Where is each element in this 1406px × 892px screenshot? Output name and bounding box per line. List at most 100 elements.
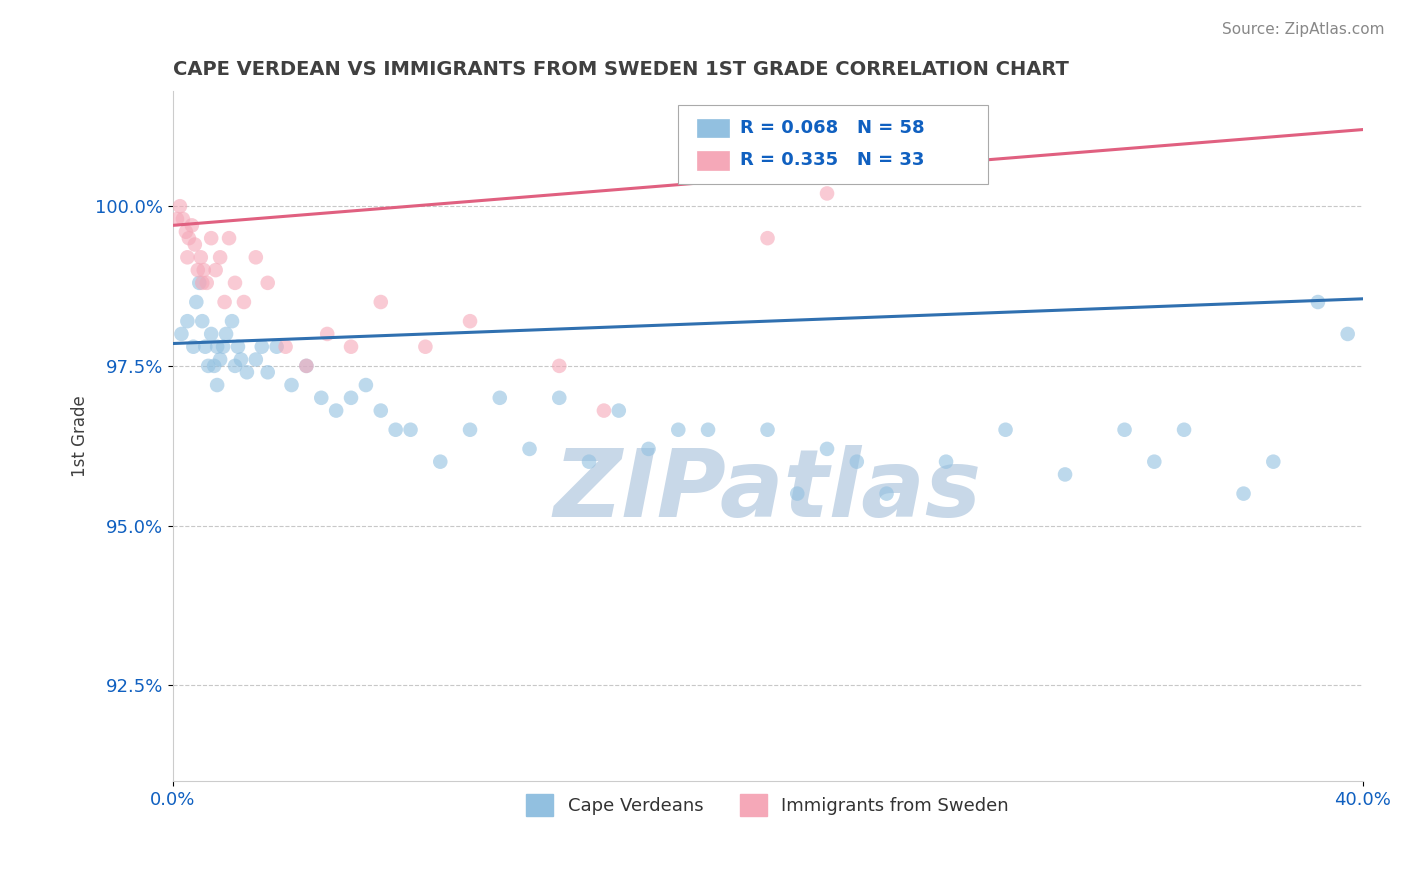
Point (370, 403, 392, 417)
Point (935, 455, 957, 469)
Point (245, 352, 267, 367)
Point (184, 237, 207, 252)
Point (340, 391, 363, 405)
Point (458, 423, 481, 437)
Point (214, 295, 236, 310)
Point (370, 295, 392, 310)
Point (188, 276, 211, 290)
Point (1263, 455, 1285, 469)
Point (170, 326, 193, 341)
Point (200, 231, 222, 245)
FancyBboxPatch shape (697, 151, 730, 169)
Point (994, 423, 1017, 437)
Point (756, 423, 779, 437)
Point (786, 486, 808, 500)
Point (697, 423, 720, 437)
Point (488, 391, 510, 405)
Point (593, 403, 616, 417)
Point (200, 326, 222, 341)
Point (1054, 467, 1077, 482)
Point (191, 276, 214, 290)
Point (1337, 326, 1360, 341)
Point (876, 486, 898, 500)
Point (1143, 455, 1166, 469)
Y-axis label: 1st Grade: 1st Grade (72, 395, 89, 477)
Point (458, 314, 481, 328)
Point (176, 314, 198, 328)
Text: CAPE VERDEAN VS IMMIGRANTS FROM SWEDEN 1ST GRADE CORRELATION CHART: CAPE VERDEAN VS IMMIGRANTS FROM SWEDEN 1… (173, 60, 1069, 78)
Point (637, 442, 659, 456)
Point (197, 359, 219, 373)
Point (354, 378, 377, 392)
Point (169, 199, 191, 213)
Point (295, 359, 318, 373)
Point (256, 365, 278, 379)
Point (280, 378, 302, 392)
Point (256, 276, 278, 290)
Point (607, 403, 630, 417)
Point (548, 359, 571, 373)
Point (190, 250, 212, 264)
FancyBboxPatch shape (697, 119, 730, 137)
Point (325, 403, 347, 417)
Text: R = 0.068   N = 58: R = 0.068 N = 58 (740, 119, 925, 136)
Point (756, 231, 779, 245)
Text: R = 0.335   N = 33: R = 0.335 N = 33 (740, 152, 925, 169)
Text: Source: ZipAtlas.com: Source: ZipAtlas.com (1222, 22, 1385, 37)
Point (815, 442, 838, 456)
Point (250, 340, 273, 354)
Point (429, 455, 451, 469)
Point (311, 391, 333, 405)
Point (224, 276, 246, 290)
Point (209, 250, 232, 264)
Point (666, 423, 689, 437)
Point (177, 231, 200, 245)
Point (266, 340, 288, 354)
Point (578, 455, 600, 469)
Point (226, 340, 249, 354)
Point (399, 423, 422, 437)
Point (194, 340, 217, 354)
Point (384, 423, 406, 437)
Point (166, 212, 188, 227)
Point (205, 378, 228, 392)
Point (174, 225, 197, 239)
Point (205, 340, 228, 354)
Point (195, 276, 218, 290)
Point (176, 250, 198, 264)
Point (1306, 295, 1329, 310)
Point (193, 263, 215, 277)
Point (232, 295, 254, 310)
Legend: Cape Verdeans, Immigrants from Sweden: Cape Verdeans, Immigrants from Sweden (519, 788, 1017, 823)
Point (815, 186, 838, 201)
Point (1173, 423, 1195, 437)
Point (172, 212, 194, 227)
Point (221, 314, 243, 328)
Point (245, 250, 267, 264)
Point (204, 263, 226, 277)
Point (218, 231, 240, 245)
Point (215, 326, 238, 341)
Point (187, 263, 209, 277)
Point (415, 340, 437, 354)
Point (274, 340, 297, 354)
Point (340, 340, 363, 354)
FancyBboxPatch shape (678, 105, 987, 185)
Point (212, 340, 235, 354)
Point (186, 295, 208, 310)
Text: ZIPatlas: ZIPatlas (554, 445, 981, 537)
Point (236, 365, 259, 379)
Point (191, 314, 214, 328)
Point (295, 359, 318, 373)
Point (1232, 486, 1254, 500)
Point (202, 359, 225, 373)
Point (229, 352, 252, 367)
Point (316, 326, 339, 341)
Point (209, 352, 232, 367)
Point (224, 359, 246, 373)
Point (180, 219, 202, 233)
Point (519, 442, 541, 456)
Point (845, 455, 868, 469)
Point (1114, 423, 1136, 437)
Point (548, 391, 571, 405)
